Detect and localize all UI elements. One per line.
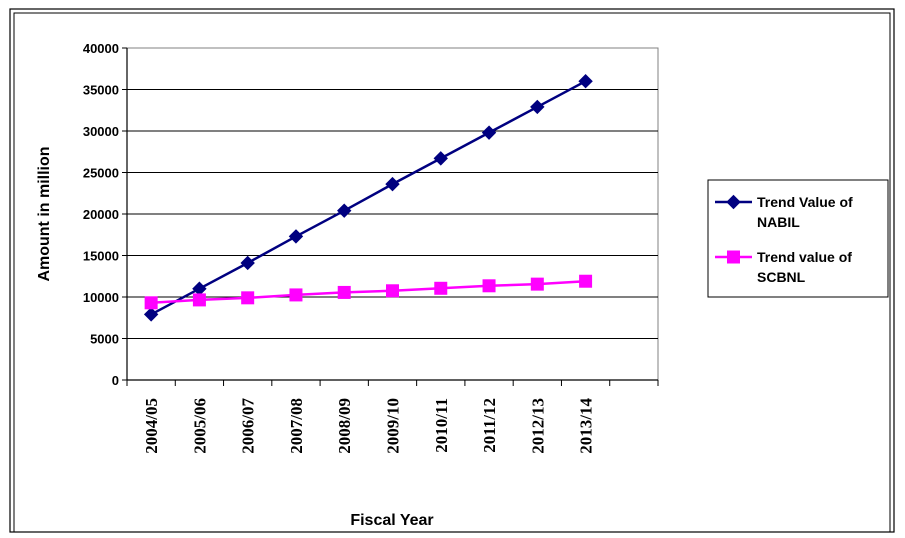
- legend-label: Trend value of: [757, 249, 852, 265]
- y-tick-label: 40000: [83, 41, 119, 56]
- y-tick-label: 15000: [83, 249, 119, 264]
- data-point: [530, 277, 544, 291]
- series: [143, 73, 593, 322]
- legend-marker: [726, 194, 741, 210]
- series-1: [143, 73, 593, 322]
- x-tick-label: 2005/06: [190, 398, 209, 454]
- legend-label: NABIL: [757, 214, 800, 230]
- x-tick-label: 2004/05: [142, 398, 161, 454]
- legend-label: SCBNL: [757, 269, 806, 285]
- data-point: [241, 291, 255, 305]
- data-point: [385, 176, 400, 192]
- y-tick-label: 35000: [83, 83, 119, 98]
- series-line: [151, 279, 586, 305]
- y-tick-label: 30000: [83, 124, 119, 139]
- x-axis-title: Fiscal Year: [350, 512, 433, 529]
- data-point: [433, 151, 448, 166]
- data-point: [386, 284, 399, 298]
- data-point: [337, 285, 351, 299]
- y-tick-label: 0: [112, 373, 119, 388]
- series-2: [144, 274, 593, 310]
- x-tick-label: 2013/14: [577, 398, 596, 454]
- x-tick-label: 2011/12: [480, 398, 499, 453]
- legend-label: Trend Value of: [757, 194, 853, 210]
- series-line: [150, 80, 587, 316]
- y-tick-label: 5000: [90, 332, 119, 347]
- data-point: [579, 274, 593, 288]
- y-tick-label: 25000: [83, 166, 119, 181]
- legend-marker: [727, 250, 740, 264]
- data-point: [530, 99, 545, 115]
- data-point: [144, 296, 158, 310]
- data-point: [289, 288, 303, 302]
- data-point: [482, 279, 496, 293]
- data-point: [240, 255, 255, 271]
- data-point: [143, 307, 159, 322]
- y-axis-title: Amount in million: [36, 146, 53, 281]
- data-point: [192, 293, 206, 307]
- legend: Trend Value of NABIL Trend value of SCBNL: [707, 179, 889, 298]
- data-point: [288, 229, 304, 244]
- y-tick-label: 20000: [83, 207, 119, 222]
- x-tick-label: 2010/11: [432, 398, 451, 453]
- data-point: [337, 203, 352, 218]
- chart-border-inner: [13, 12, 891, 533]
- x-tick-label: 2012/13: [528, 398, 547, 454]
- x-tick-label: 2009/10: [384, 398, 403, 454]
- x-tick-label: 2007/08: [287, 398, 306, 454]
- data-point: [578, 73, 593, 89]
- axes: 0 5000 10000 15000 20000 25000 30000 35000 40000…: [83, 41, 659, 454]
- x-tick-label: 2008/09: [335, 398, 354, 454]
- x-tick-label: 2006/07: [239, 398, 258, 454]
- y-tick-label: 10000: [83, 290, 119, 305]
- gridlines: [127, 89, 658, 339]
- data-point: [481, 125, 497, 140]
- data-point: [434, 281, 448, 295]
